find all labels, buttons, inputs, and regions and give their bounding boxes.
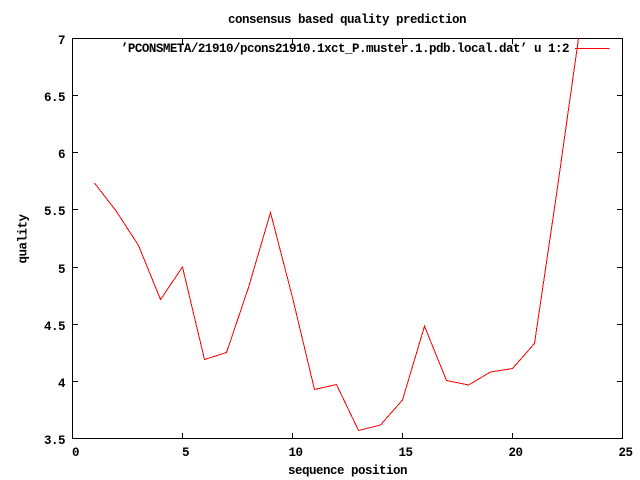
svg-text:5: 5 (182, 446, 189, 460)
svg-text:3.5: 3.5 (44, 434, 65, 448)
svg-text:4.5: 4.5 (44, 320, 65, 334)
svg-text:25: 25 (618, 446, 632, 460)
svg-text:10: 10 (288, 446, 302, 460)
svg-text:sequence position: sequence position (288, 464, 407, 478)
svg-text:’PCONSMETA/21910/pcons21910.1x: ’PCONSMETA/21910/pcons21910.1xct_P.muste… (121, 42, 569, 56)
svg-text:5: 5 (58, 263, 65, 277)
svg-text:consensus based quality predic: consensus based quality prediction (228, 13, 466, 27)
svg-text:4: 4 (58, 377, 66, 391)
svg-text:15: 15 (398, 446, 412, 460)
svg-text:6.5: 6.5 (44, 91, 65, 105)
svg-text:0: 0 (72, 446, 79, 460)
svg-text:6: 6 (58, 148, 65, 162)
svg-text:7: 7 (58, 34, 65, 48)
svg-text:20: 20 (508, 446, 522, 460)
svg-text:quality: quality (17, 214, 31, 264)
svg-text:5.5: 5.5 (44, 205, 65, 219)
